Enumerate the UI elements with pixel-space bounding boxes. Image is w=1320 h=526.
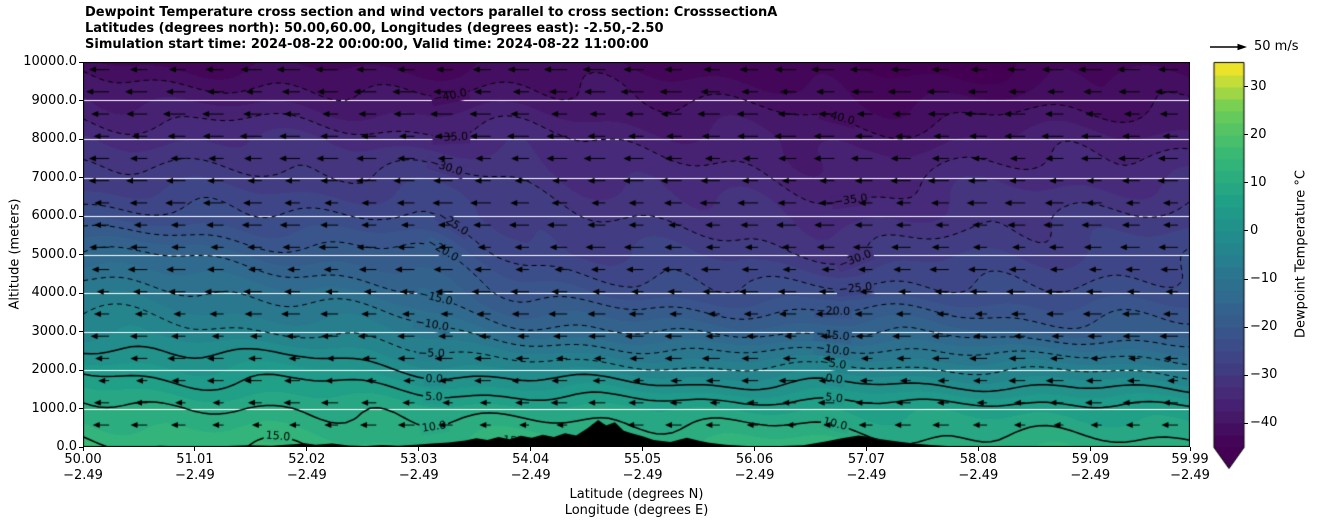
x-tick-label-longitude: −2.49 [510,468,551,483]
x-tick-mark [642,447,644,451]
x-tick-mark [1189,447,1191,451]
colorbar-tick-label: 0 [1250,222,1259,238]
x-tick-label-latitude: 55.05 [623,452,662,467]
x-tick-label-longitude: −2.49 [846,468,887,483]
y-tick-mark [79,100,83,101]
cross-section-plot-canvas [83,62,1190,447]
colorbar-canvas [1212,61,1248,473]
colorbar-tick-mark [1244,326,1248,328]
wind-reference-arrow-icon [1210,43,1247,50]
colorbar-tick-mark [1244,86,1248,88]
y-tick-label: 10000.0 [23,54,77,69]
y-tick-mark [79,292,83,294]
colorbar-tick-label: −20 [1250,319,1278,335]
colorbar-tick-mark [1244,278,1248,280]
y-tick-label: 9000.0 [31,92,78,108]
colorbar-tick-label: 30 [1250,78,1267,94]
x-tick-mark [754,447,755,451]
colorbar-tick-mark [1244,422,1248,424]
x-tick-label-longitude: −2.49 [174,468,215,483]
x-tick-label-latitude: 50.00 [64,452,102,467]
x-axis-label-longitude: Longitude (degrees E) [564,503,709,518]
y-tick-label: 5000.0 [31,246,78,262]
y-tick-mark [79,138,83,140]
chart-title: Dewpoint Temperature cross section and w… [85,5,778,20]
chart-subtitle-latlon: Latitudes (degrees north): 50.00,60.00, … [85,21,664,36]
colorbar-tick-label: 20 [1250,126,1267,142]
x-tick-label-longitude: −2.49 [1070,468,1111,483]
y-tick-mark [79,446,83,448]
colorbar-label: Dewpoint Temperature °C [1293,170,1309,338]
colorbar-tick-mark [1244,374,1248,376]
x-tick-label-longitude: −2.49 [958,468,999,483]
y-tick-mark [79,369,83,371]
x-tick-label-latitude: 53.03 [400,452,438,467]
x-tick-label-longitude: −2.49 [1170,468,1210,483]
x-tick-label-latitude: 51.01 [176,452,214,467]
colorbar-tick-mark [1244,134,1248,136]
x-tick-label-latitude: 54.04 [512,452,550,467]
colorbar-tick-label: −10 [1250,271,1278,287]
y-tick-label: 6000.0 [31,208,78,223]
y-tick-label: 3000.0 [31,323,78,339]
wind-reference-key: 50 m/s [1208,39,1299,54]
x-tick-mark [194,447,196,451]
x-tick-label-latitude: 59.99 [1171,452,1209,467]
y-tick-label: 4000.0 [31,285,78,300]
x-tick-label-longitude: −2.49 [63,468,103,483]
x-tick-mark [82,447,84,451]
colorbar-tick-label: −40 [1250,415,1278,431]
x-tick-mark [306,447,308,451]
x-tick-label-longitude: −2.49 [622,468,663,483]
colorbar-tick-label: 10 [1250,174,1267,190]
chart-titles: Dewpoint Temperature cross section and w… [85,5,777,53]
colorbar-tick-label: −30 [1250,367,1278,383]
x-tick-label-latitude: 58.08 [959,452,997,467]
x-tick-label-longitude: −2.49 [286,468,327,483]
y-tick-mark [79,331,83,332]
x-tick-mark [418,447,420,451]
x-tick-label-longitude: −2.49 [734,468,775,483]
x-axis-label-latitude: Latitude (degrees N) [569,487,704,502]
x-tick-label-latitude: 52.02 [288,452,326,467]
x-tick-label-latitude: 59.09 [1071,452,1109,467]
y-tick-label: 7000.0 [31,169,78,185]
y-tick-mark [79,408,83,409]
x-tick-label-latitude: 57.07 [847,452,886,467]
y-tick-label: 2000.0 [31,362,78,377]
colorbar-tick-mark [1244,182,1248,184]
y-tick-mark [79,177,83,178]
x-tick-label-longitude: −2.49 [398,468,439,483]
x-tick-label-latitude: 56.06 [735,452,774,467]
chart-subtitle-time: Simulation start time: 2024-08-22 00:00:… [85,37,649,52]
y-tick-label: 1000.0 [31,400,78,416]
colorbar-tick-mark [1244,230,1248,232]
x-tick-mark [977,447,979,451]
y-tick-mark [79,254,83,255]
y-tick-mark [79,61,83,63]
x-tick-mark [865,447,867,451]
wind-reference-label: 50 m/s [1254,39,1299,54]
y-tick-label: 0.0 [56,439,77,454]
x-tick-mark [1089,447,1091,451]
y-tick-mark [79,215,83,217]
y-tick-label: 8000.0 [31,131,78,146]
x-tick-mark [530,447,532,451]
